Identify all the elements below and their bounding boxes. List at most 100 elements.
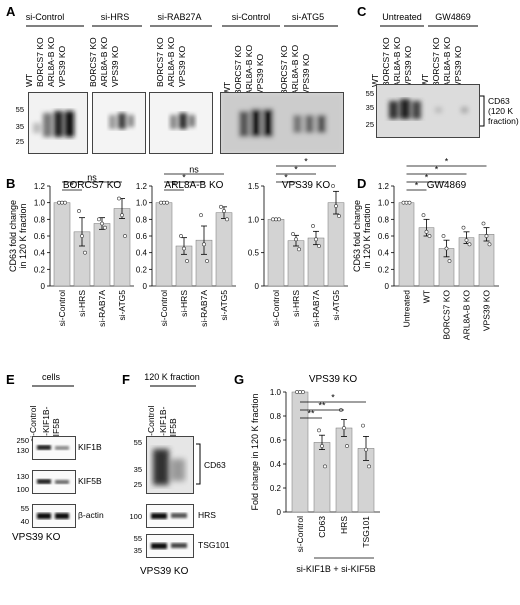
significance-label: * [435,165,439,175]
y-tick-label: 0.6 [34,232,46,241]
significance-label: * [304,157,308,167]
x-tick-label: si-ATG5 [219,290,229,321]
data-point [225,217,229,222]
x-tick-label: WT [422,290,432,303]
data-point [464,238,469,243]
mw-marker: 55 [133,438,142,447]
y-tick-label: 0.5 [248,249,260,258]
y-tick-label: 0 [277,508,282,517]
blot-image [28,92,88,154]
caption: VPS39 KO [12,532,61,543]
data-point [291,232,295,236]
blot-name: β-actin [78,510,104,520]
y-tick-label: 0.4 [270,460,282,469]
data-point [97,217,101,222]
data-point [103,225,107,230]
x-tick-label: si-ATG5 [117,290,127,321]
data-point [314,237,318,242]
x-tick-label: si-Control [159,290,169,326]
panel-label-b: B [6,176,16,191]
data-point [467,242,472,247]
significance-label: * [331,393,335,403]
mw-marker: 55 [20,504,29,513]
side-label-line: (120 K [488,106,514,116]
chart-title: ARL8A-B KO [165,180,224,191]
significance-label: * [284,173,288,183]
x-tick-label: si-HRS [291,290,301,317]
y-tick-label: 0.4 [136,249,148,258]
mw-marker: 130 [16,446,29,455]
side-label-line: fraction) [488,116,519,126]
mw-marker: 25 [133,480,142,489]
data-point [317,428,321,433]
x-tick-label: si-HRS [179,290,189,317]
group-label: 120 K fraction [144,372,200,382]
data-point [461,225,466,230]
side-label-line: CD63 [488,96,510,106]
panel-label-c: C [357,4,367,19]
data-point [421,213,426,218]
mw-marker: 55 [133,534,142,543]
significance-label: * [172,181,176,191]
blot-name: KIF1B [78,442,102,452]
y-tick-label: 0.6 [270,436,282,445]
mw-marker: 250 [16,436,29,445]
y-tick-label: 1.2 [136,182,148,191]
data-point [301,390,305,394]
chart-title: BORCS7 KO [63,180,122,191]
data-point [205,259,209,263]
significance-label: * [425,173,429,183]
y-tick-label: 0 [255,282,260,291]
x-tick-label: BORCS7 KO [442,290,452,340]
data-point [427,234,432,238]
data-point [364,447,368,452]
y-tick-label: 1.0 [378,199,390,208]
blot-name: CD63 [204,460,226,470]
data-point [199,213,203,218]
significance-label: * [445,157,449,167]
data-point [367,464,371,469]
x-tick-label: si-Control [271,290,281,326]
data-point [100,221,104,226]
data-point [345,444,349,448]
data-point [487,242,492,247]
y-tick-label: 0.2 [34,265,46,274]
x-tick-label: si-ATG5 [331,290,341,321]
chart-title: GW4869 [427,180,467,191]
x-tick-label: CD63 [317,516,327,538]
x-tick-label: si-HRS [77,290,87,317]
mw-marker: 25 [15,137,24,146]
x-tick-label: VPS39 KO [482,290,492,331]
y-tick-label: 0.4 [34,249,46,258]
data-point [317,244,321,248]
y-tick-label: 1.5 [248,182,260,191]
y-tick-label: 0.2 [378,265,390,274]
mw-marker: 100 [16,485,29,494]
significance-label: * [415,181,419,191]
data-point [294,237,298,242]
blot-name: KIF5B [78,476,102,486]
data-point [441,234,446,238]
data-point [323,464,327,469]
x-tick-label: si-Control [57,290,67,326]
bracket [196,443,201,485]
group-label: cells [41,372,60,382]
panel-label-a: A [6,4,16,19]
caption: VPS39 KO [140,566,189,577]
data-point [120,213,124,218]
data-point [165,200,169,205]
panel-label-g: G [234,372,245,387]
mw-marker: 130 [16,472,29,481]
data-point [63,200,67,205]
blot-image [92,92,146,154]
data-point [277,217,281,222]
mw-marker: 55 [365,89,374,98]
blot-kif1b [32,436,76,460]
data-point [179,234,183,238]
data-point [202,242,206,247]
footer-label: si-KIF1B + si-KIF5B [296,564,375,574]
data-point [334,204,338,208]
chart-title: VPS39 KO [282,180,331,191]
